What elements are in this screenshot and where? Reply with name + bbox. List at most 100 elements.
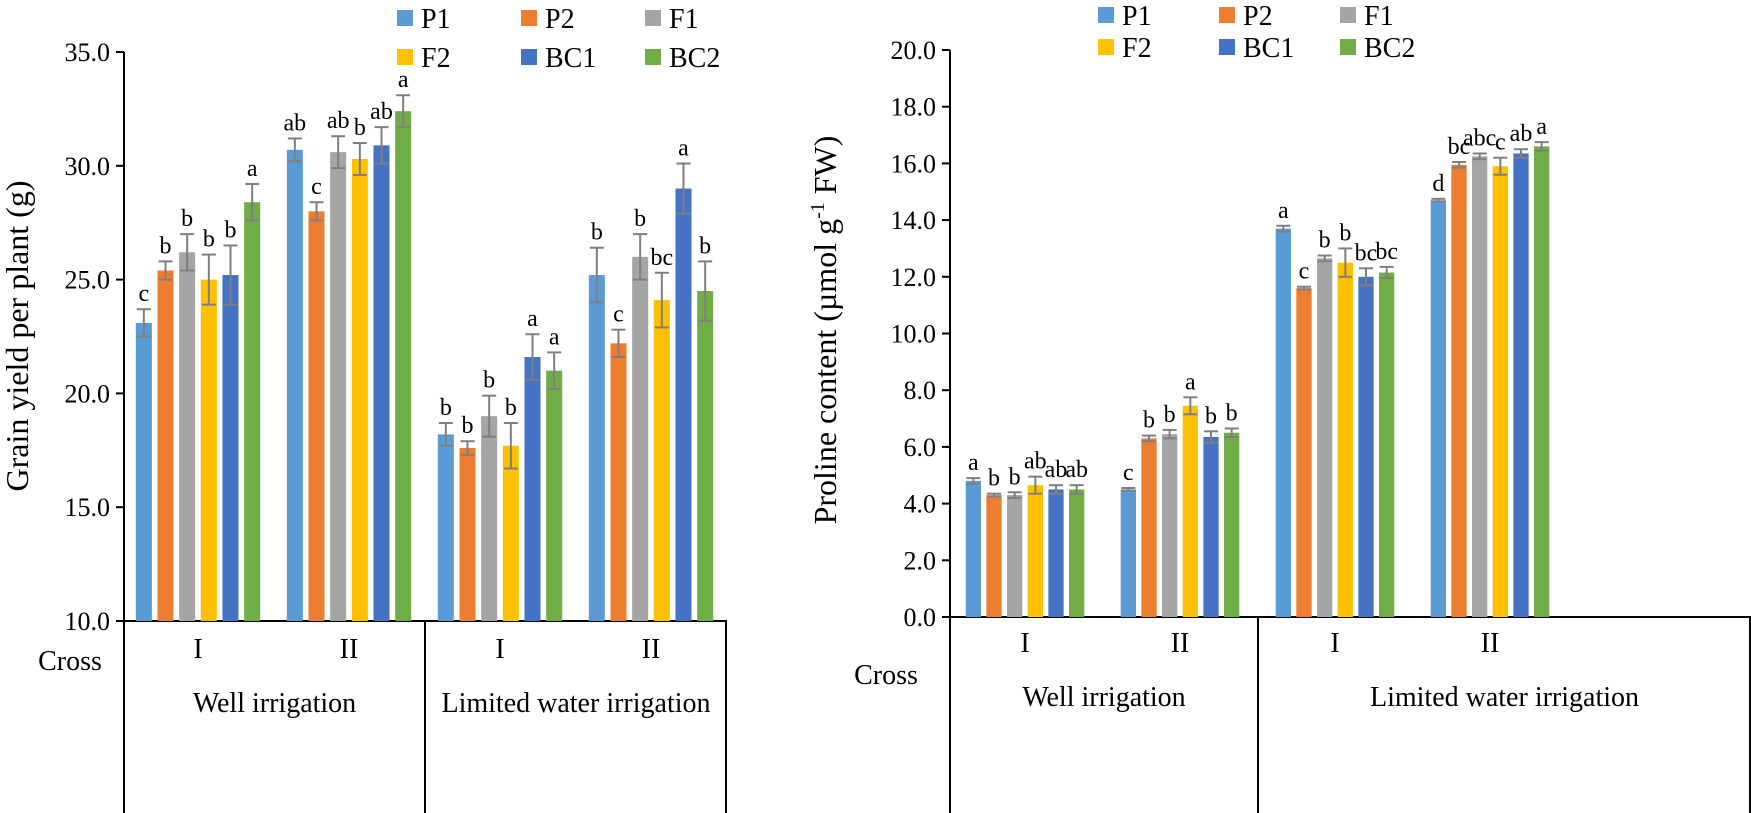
bar-bc2 [1379, 272, 1395, 617]
y-axis-label: Grain yield per plant (g) [0, 181, 35, 492]
legend-swatch-f1 [1340, 7, 1356, 23]
y-tick-label: 20.0 [891, 36, 937, 65]
bar-p2 [1141, 438, 1157, 617]
y-tick-label: 10.0 [891, 320, 937, 349]
legend-label-f2: F2 [421, 43, 451, 74]
significance-letter: b [1009, 464, 1021, 490]
irrigation-group-label: Limited water irrigation [441, 688, 710, 719]
significance-letter: bc [1448, 134, 1471, 160]
significance-letter: b [225, 217, 237, 243]
grain-yield-chart: 10.0 15.0 20.0 25.0 30.0 35.0 Grain yield per … [0, 4, 727, 813]
significance-letter: c [139, 281, 150, 307]
cross-label: I [1330, 628, 1339, 659]
irrigation-group-label: Limited water irrigation [1370, 682, 1639, 713]
bar-p2 [1451, 164, 1467, 617]
significance-letter: b [440, 395, 452, 421]
y-tick-label: 35.0 [65, 38, 111, 67]
significance-letter: abc [1463, 125, 1496, 151]
legend-swatch-f2 [1098, 39, 1114, 55]
legend-swatch-bc1 [521, 49, 537, 65]
bar-f2 [351, 158, 368, 622]
bar-p2 [986, 495, 1002, 617]
cross-label: II [642, 634, 661, 665]
y-tick-label: 0.0 [904, 603, 937, 632]
significance-letter: c [1123, 460, 1134, 486]
bar-f2 [1027, 485, 1043, 617]
significance-letter: bc [1355, 240, 1378, 266]
y-tick-label: 18.0 [891, 93, 937, 122]
legend-label-bc2: BC2 [1364, 33, 1415, 64]
cross-label: I [495, 634, 504, 665]
y-tick-label: 30.0 [65, 152, 111, 181]
bar-p1 [437, 434, 454, 621]
legend-swatch-bc2 [1340, 39, 1356, 55]
y-tick-label: 2.0 [904, 546, 937, 575]
legend-swatch-f2 [397, 49, 413, 65]
bar-bc1 [675, 188, 692, 621]
bar-p2 [308, 211, 325, 621]
bar-bc1 [1358, 276, 1374, 617]
bar-p1 [1120, 489, 1136, 617]
significance-letter: a [549, 324, 560, 350]
significance-letter: b [699, 233, 711, 259]
legend-label-p1: P1 [421, 4, 451, 35]
significance-letter: a [1536, 114, 1547, 140]
bar-p1 [588, 275, 605, 621]
bar-p1 [965, 480, 981, 617]
bar-p1 [1430, 200, 1446, 617]
significance-letter: a [398, 67, 409, 93]
significance-letter: b [1205, 403, 1217, 429]
y-tick-label: 10.0 [65, 607, 111, 636]
significance-letter: b [203, 227, 215, 253]
significance-letter: b [354, 115, 366, 141]
y-tick-label: 12.0 [891, 263, 937, 292]
legend-swatch-p2 [521, 10, 537, 26]
y-tick-label: 20.0 [65, 379, 111, 408]
significance-letter: c [311, 174, 322, 200]
bar-f2 [200, 279, 217, 621]
bar-f1 [1007, 495, 1023, 617]
significance-letter: c [1299, 259, 1310, 285]
significance-letter: b [160, 233, 172, 259]
significance-letter: d [1432, 171, 1444, 197]
bar-f1 [330, 152, 347, 622]
significance-letter: ab [1024, 449, 1047, 475]
legend-swatch-f1 [645, 10, 661, 26]
significance-letter: b [181, 206, 193, 232]
bar-bc1 [1048, 489, 1064, 617]
significance-letter: ab [1510, 121, 1533, 147]
y-tick-label: 6.0 [904, 433, 937, 462]
significance-letter: a [527, 306, 538, 332]
bar-f1 [179, 252, 196, 621]
significance-letter: a [247, 156, 258, 182]
cross-label: I [1020, 628, 1029, 659]
y-axis-label-text: Grain yield per plant (g) [0, 181, 35, 492]
bar-p2 [610, 343, 627, 621]
significance-letter: a [968, 450, 979, 476]
significance-letter: b [1143, 408, 1155, 434]
significance-letter: b [505, 395, 517, 421]
significance-letter: b [634, 206, 646, 232]
bar-f2 [1492, 166, 1508, 618]
y-tick-label: 4.0 [904, 490, 937, 519]
y-axis-label-superscript: -1 [807, 202, 829, 219]
irrigation-group-label: Well irrigation [193, 688, 356, 719]
significance-letter: ab [327, 108, 350, 134]
significance-letter: b [988, 466, 1000, 492]
significance-letter: ab [1045, 457, 1068, 483]
cross-row-label: Cross [38, 646, 102, 677]
bar-bc1 [524, 356, 541, 621]
significance-letter: c [1495, 130, 1506, 156]
significance-letter: ab [370, 99, 393, 125]
bar-bc2 [697, 290, 714, 621]
bar-p2 [459, 448, 476, 621]
cross-row-label: Cross [854, 660, 918, 691]
significance-letter: bc [651, 245, 674, 271]
y-axis-label: Proline content (µmol g-1 FW) [807, 136, 843, 525]
y-axis-label-text: Proline content (µmol g [807, 219, 843, 525]
y-tick-label: 8.0 [904, 376, 937, 405]
bar-bc1 [222, 275, 239, 621]
significance-letter: ab [284, 110, 307, 136]
legend-label-bc2: BC2 [669, 43, 720, 74]
